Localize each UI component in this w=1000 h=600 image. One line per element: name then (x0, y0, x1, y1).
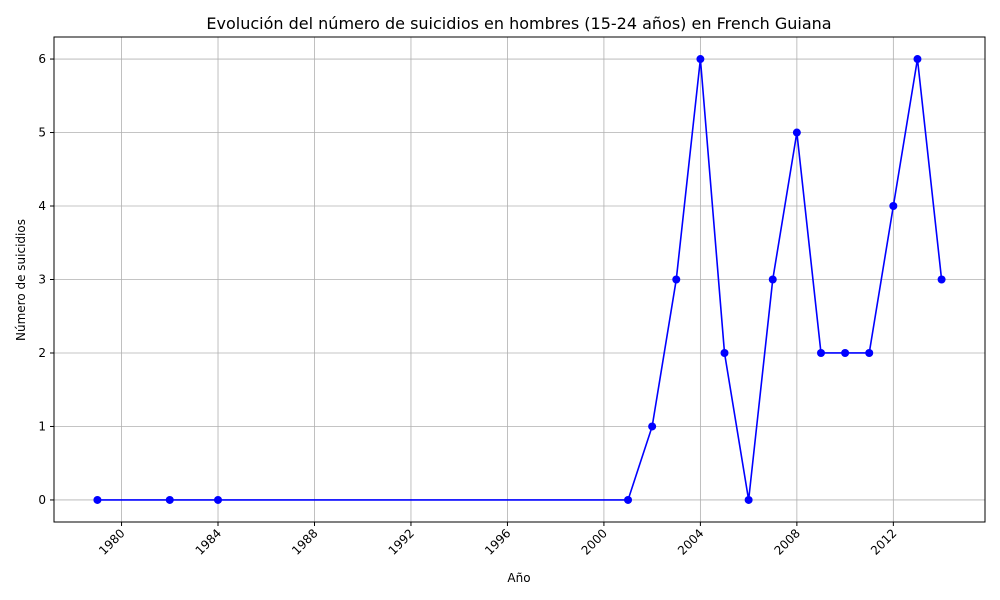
y-tick-label: 6 (38, 52, 46, 66)
x-axis-label: Año (507, 571, 530, 585)
grid (54, 37, 985, 522)
data-point (744, 495, 753, 504)
data-point (865, 348, 874, 357)
x-tick-label: 2008 (771, 526, 802, 557)
x-tick-label: 1980 (96, 526, 127, 557)
data-point (913, 55, 922, 64)
x-tick-label: 2012 (868, 526, 899, 557)
series (93, 55, 946, 504)
x-tick-label: 2000 (579, 526, 610, 557)
data-point (214, 495, 223, 504)
data-point (937, 275, 946, 284)
y-tick-label: 0 (38, 493, 46, 507)
data-point (792, 128, 801, 137)
plot-frame (53, 36, 986, 523)
data-point (889, 202, 898, 211)
x-tick-label: 1984 (193, 526, 224, 557)
data-point (93, 495, 102, 504)
y-tick-label: 2 (38, 346, 46, 360)
data-point (672, 275, 681, 284)
data-point (816, 348, 825, 357)
data-point (696, 55, 705, 64)
x-tick-label: 1996 (482, 526, 513, 557)
data-point (648, 422, 657, 431)
chart-title: Evolución del número de suicidios en hom… (206, 14, 831, 33)
data-point (720, 348, 729, 357)
y-tick-label: 1 (38, 419, 46, 433)
data-point (165, 495, 174, 504)
x-tick-label: 2004 (675, 526, 706, 557)
y-tick-label: 5 (38, 126, 46, 140)
data-point (768, 275, 777, 284)
data-point (624, 495, 633, 504)
data-point (841, 348, 850, 357)
y-axis-label: Número de suicidios (14, 219, 28, 341)
x-tick-label: 1992 (386, 526, 417, 557)
y-tick-label: 3 (38, 273, 46, 287)
x-tick-label: 1988 (289, 526, 320, 557)
y-tick-label: 4 (38, 199, 46, 213)
